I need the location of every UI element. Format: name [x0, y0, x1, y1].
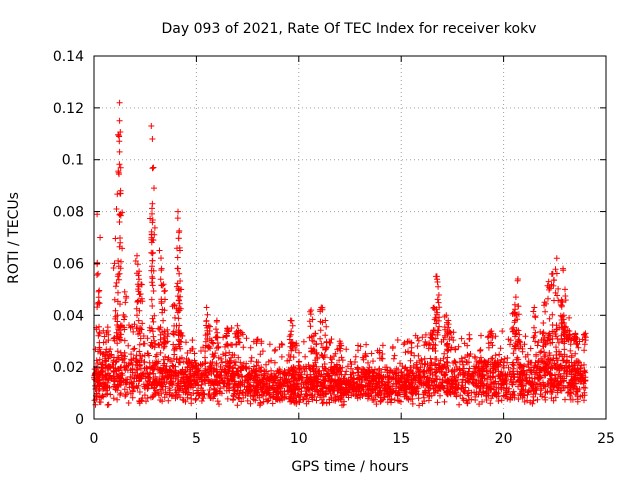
axis-ticks: 0 5 10 15 20 25 0 0.02 0.04 0.06 0.08 0.1 0.12 0.14 — [53, 49, 615, 447]
x-tick-label: 25 — [597, 431, 615, 447]
y-tick-label: 0.02 — [53, 360, 84, 376]
plot-frame — [93, 55, 607, 420]
x-tick-label: 20 — [495, 431, 513, 447]
y-tick-label: 0.1 — [62, 153, 84, 169]
y-tick-label: 0.08 — [53, 205, 84, 221]
x-tick-label: 10 — [290, 431, 308, 447]
x-tick-label: 5 — [192, 431, 201, 447]
data-points — [91, 99, 589, 409]
roti-series-markers — [91, 99, 589, 409]
x-tick-label: 0 — [90, 431, 99, 447]
y-tick-label: 0.14 — [53, 49, 84, 65]
chart-title: Day 093 of 2021, Rate Of TEC Index for r… — [162, 21, 537, 37]
y-tick-label: 0.04 — [53, 308, 84, 324]
x-tick-label: 15 — [392, 431, 410, 447]
y-tick-label: 0 — [75, 412, 84, 428]
y-axis-label: ROTI / TECUs — [6, 192, 22, 284]
y-tick-label: 0.06 — [53, 256, 84, 272]
x-axis-label: GPS time / hours — [291, 459, 408, 475]
grid-lines — [94, 56, 606, 419]
y-tick-label: 0.12 — [53, 101, 84, 117]
